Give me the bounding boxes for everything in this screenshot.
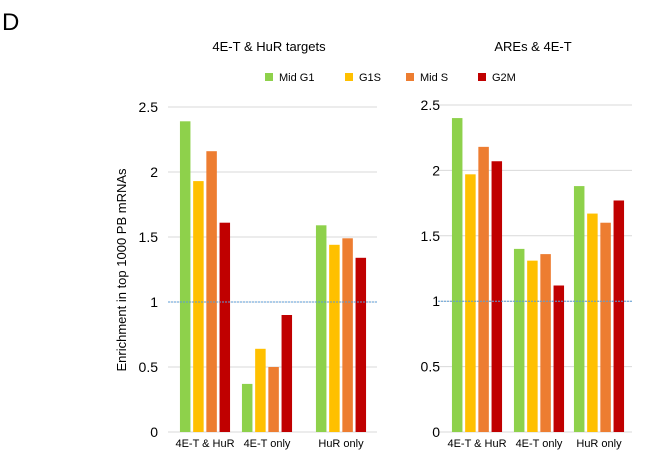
bar — [573, 186, 585, 432]
bar — [241, 383, 253, 432]
y-tick-label: 1 — [150, 294, 158, 310]
y-tick-label: 1.5 — [139, 229, 159, 245]
x-category-label: HuR only — [318, 438, 364, 450]
y-tick-label: 0.5 — [421, 359, 441, 375]
x-category-label: 4E-T & HuR — [447, 438, 506, 450]
y-tick-label: 2 — [432, 162, 440, 178]
y-tick-label: 1 — [432, 293, 440, 309]
chart-panel-left: 4E-T & HuR targets 0 0.5 1 1.5 2 2.5 4E-T & HuR… — [139, 39, 377, 450]
legend-swatch — [265, 73, 273, 81]
bar — [315, 225, 327, 432]
bar — [587, 213, 598, 432]
legend-swatch — [406, 73, 414, 81]
bar — [255, 348, 266, 432]
y-tick-label: 2.5 — [139, 99, 159, 115]
bar — [527, 260, 538, 432]
legend-swatch — [478, 73, 486, 81]
bar — [268, 367, 279, 432]
y-tick-label: 0 — [150, 424, 158, 440]
x-category-label: 4E-T only — [244, 438, 291, 450]
x-category-label: 4E-T & HuR — [175, 438, 234, 450]
chart-title: AREs & 4E-T — [494, 39, 571, 54]
chart-title: 4E-T & HuR targets — [212, 39, 326, 54]
bar — [465, 174, 476, 432]
bar — [179, 121, 191, 433]
y-axis-label: Enrichment in top 1000 PB mRNAs — [114, 168, 129, 372]
panel-label: D — [2, 9, 19, 36]
bar — [553, 285, 565, 432]
y-tick-label: 0 — [432, 424, 440, 440]
bar — [451, 118, 463, 432]
legend-entry: Mid S — [420, 72, 448, 84]
bar — [281, 315, 293, 432]
bar — [513, 248, 525, 432]
y-tick-label: 2.5 — [421, 97, 441, 113]
bar — [491, 161, 503, 432]
bar — [219, 222, 231, 432]
bar — [193, 181, 204, 432]
chart-panel-right: AREs & 4E-T 0 0.5 1 1.5 2 2.5 4E-T & HuR 4E-T on… — [421, 39, 632, 450]
y-tick-label: 1.5 — [421, 228, 441, 244]
legend-entry: Mid G1 — [279, 72, 314, 84]
legend-entry: G2M — [492, 72, 516, 84]
bar — [540, 254, 551, 432]
bar — [355, 257, 367, 432]
x-category-label: HuR only — [576, 438, 622, 450]
legend-entry: G1S — [359, 72, 381, 84]
bar — [206, 151, 217, 432]
legend-swatch — [345, 73, 353, 81]
y-tick-label: 2 — [150, 164, 158, 180]
y-tick-label: 0.5 — [139, 359, 159, 375]
bar — [342, 238, 353, 432]
bar — [478, 146, 489, 432]
bar — [329, 244, 340, 432]
legend: Mid G1 G1S Mid S G2M — [265, 72, 516, 84]
bar — [613, 200, 625, 432]
x-category-label: 4E-T only — [516, 438, 563, 450]
bar — [600, 222, 611, 432]
